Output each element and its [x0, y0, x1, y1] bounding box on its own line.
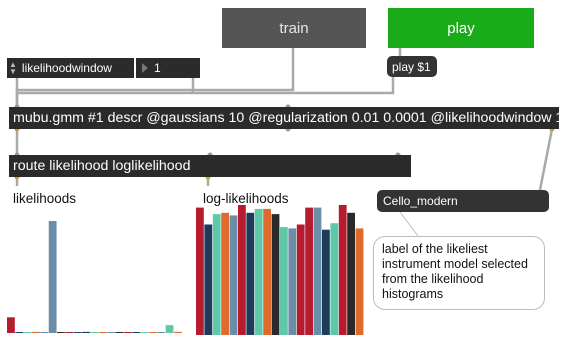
histogram-bar [338, 205, 347, 335]
histogram-bar [73, 332, 82, 333]
train-button[interactable]: train [222, 8, 366, 48]
histogram-bar [57, 332, 65, 333]
histogram-bar [90, 332, 99, 333]
histogram-bar [330, 223, 339, 335]
histogram-bar [313, 207, 322, 335]
explanation-text: label of the likeliest instrument model … [382, 242, 528, 301]
number-triangle-icon [142, 63, 148, 73]
histogram-bar [263, 208, 271, 335]
number-box-value: 1 [154, 61, 161, 75]
instrument-label-message[interactable]: Cello_modern [377, 190, 549, 212]
histogram-bar [296, 224, 305, 335]
explanation-bubble: label of the likeliest instrument model … [373, 236, 545, 310]
attribute-menu[interactable]: ▲ ▼ likelihoodwindow [7, 58, 134, 78]
histogram-bar [140, 332, 149, 333]
histogram-bar [204, 224, 213, 335]
likelihood-histogram [7, 221, 182, 333]
histogram-bar [107, 332, 115, 333]
histogram-bar [254, 208, 263, 335]
mubu-gmm-object[interactable]: mubu.gmm #1 descr @gaussians 10 @regular… [9, 107, 559, 129]
histogram-bar [123, 332, 132, 333]
updown-arrows-icon: ▲ ▼ [9, 60, 17, 76]
histogram-bar [40, 332, 49, 333]
histogram-bar [246, 212, 255, 335]
attribute-menu-value: likelihoodwindow [21, 61, 112, 75]
histogram-bar [212, 214, 221, 335]
histogram-bar [305, 207, 313, 335]
histogram-bar [221, 212, 229, 335]
histogram-bar [32, 331, 40, 333]
histogram-bar [271, 214, 280, 335]
histogram-bar [280, 227, 288, 335]
likelihoods-comment: likelihoods [13, 191, 77, 206]
cord-msg-to-mubu [17, 77, 395, 95]
histogram-bar [98, 332, 107, 333]
histogram-bar [148, 332, 157, 333]
histogram-bar [347, 212, 355, 335]
route-object[interactable]: route likelihood loglikelihood [9, 155, 411, 177]
play-message[interactable]: play $1 [387, 56, 437, 77]
histogram-bar [7, 317, 15, 333]
histogram-bar [82, 331, 90, 333]
histogram-bar [229, 215, 238, 335]
histogram-bar [355, 228, 364, 335]
loglikelihood-histogram [196, 205, 364, 335]
histogram-bar [322, 229, 330, 335]
histogram-bar [132, 332, 141, 333]
histogram-bar [165, 325, 174, 333]
histogram-bar [174, 331, 182, 333]
play-button[interactable]: play [388, 8, 534, 48]
histogram-bar [238, 205, 246, 335]
histogram-bar [48, 221, 57, 333]
histogram-bar [288, 228, 297, 335]
histogram-bar [196, 207, 204, 335]
cord-mubu-to-label [538, 128, 554, 191]
histogram-bar [157, 332, 166, 333]
histogram-bar [23, 332, 32, 333]
histogram-bar [65, 332, 74, 333]
histogram-bar [115, 332, 124, 333]
number-box[interactable]: 1 [136, 58, 200, 78]
loglikelihoods-comment: log-likelihoods [203, 191, 289, 206]
histogram-bar [15, 332, 24, 333]
